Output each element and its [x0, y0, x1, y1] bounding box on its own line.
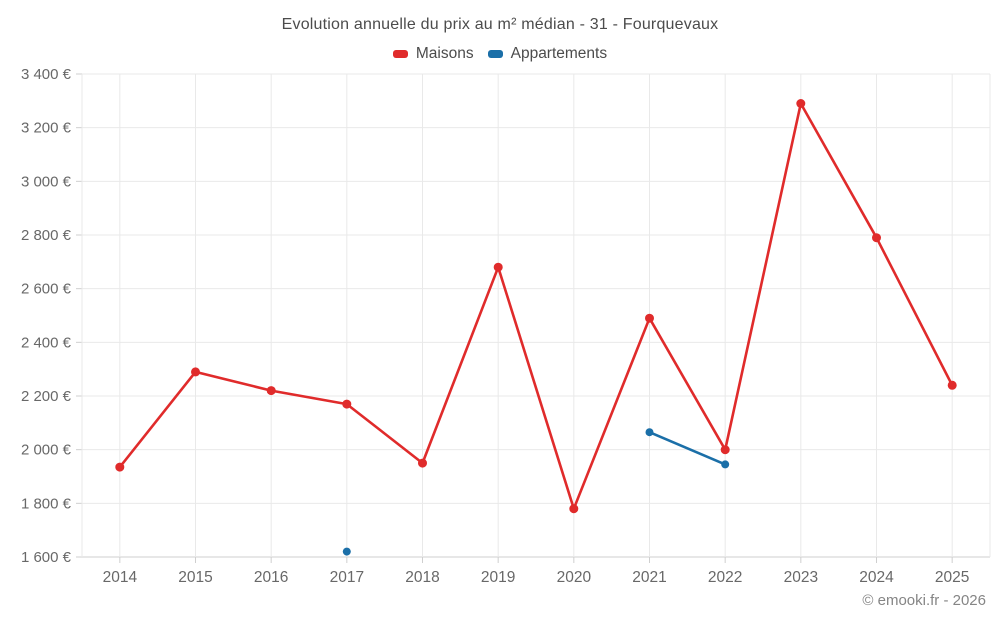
legend-item-maisons[interactable]: Maisons: [392, 45, 474, 63]
x-axis-tick-label: 2016: [254, 569, 288, 586]
x-axis-tick-label: 2015: [178, 569, 212, 586]
maisons-point-2016[interactable]: [266, 386, 276, 396]
maisons-point-2024[interactable]: [872, 233, 881, 243]
x-axis-tick-label: 2020: [557, 569, 592, 586]
copyright-text: © emooki.fr - 2026: [862, 592, 986, 609]
appartements-legend-label: Appartements: [510, 45, 608, 62]
maisons-point-2019[interactable]: [493, 262, 503, 272]
maisons-point-2017[interactable]: [342, 399, 352, 409]
y-axis-tick-label: 2 600 €: [21, 281, 72, 298]
chart-legend: Maisons Appartements: [0, 45, 1000, 63]
y-axis-tick-label: 3 400 €: [21, 66, 72, 83]
x-axis-tick-label: 2017: [330, 569, 364, 586]
maisons-point-2023[interactable]: [796, 99, 806, 108]
maisons-point-2014[interactable]: [115, 462, 125, 472]
maisons-line: [118, 102, 954, 510]
x-axis-tick-label: 2022: [708, 569, 742, 586]
appartements-point-2021[interactable]: [645, 428, 654, 437]
maisons-legend-label: Maisons: [415, 45, 474, 62]
chart-title: Evolution annuelle du prix au m² médian …: [281, 16, 719, 33]
y-axis-tick-label: 1 800 €: [21, 495, 72, 512]
x-axis-tick-label: 2024: [859, 569, 894, 586]
y-axis-tick-label: 2 400 €: [21, 334, 72, 351]
maisons-legend-marker: [392, 50, 408, 58]
maisons-point-2018[interactable]: [418, 458, 427, 468]
y-axis-tick-label: 1 600 €: [21, 549, 72, 566]
y-axis-tick-label: 2 200 €: [21, 388, 72, 405]
maisons-point-2015[interactable]: [191, 367, 200, 377]
x-axis-tick-label: 2018: [405, 569, 439, 586]
y-axis-tick-label: 3 200 €: [21, 120, 72, 137]
x-axis-tick-label: 2021: [632, 569, 666, 586]
maisons-point-2022[interactable]: [720, 445, 730, 455]
y-axis-tick-label: 2 000 €: [21, 442, 72, 459]
appartements-line: [648, 430, 727, 466]
maisons-point-2025[interactable]: [947, 380, 957, 390]
legend-item-appartements[interactable]: Appartements: [487, 45, 608, 63]
appartements-point-2022[interactable]: [721, 460, 730, 469]
y-axis-tick-label: 3 000 €: [21, 173, 72, 190]
x-axis-tick-label: 2019: [481, 569, 515, 586]
maisons-point-2020[interactable]: [569, 504, 579, 514]
appartements-point-2017[interactable]: [342, 547, 351, 556]
x-axis-tick-label: 2023: [784, 569, 818, 586]
x-axis-tick-label: 2025: [935, 569, 969, 586]
appartements-legend-marker: [487, 50, 503, 58]
x-axis-tick-label: 2014: [103, 569, 138, 586]
y-axis-tick-label: 2 800 €: [21, 227, 72, 244]
maisons-point-2021[interactable]: [645, 313, 654, 323]
